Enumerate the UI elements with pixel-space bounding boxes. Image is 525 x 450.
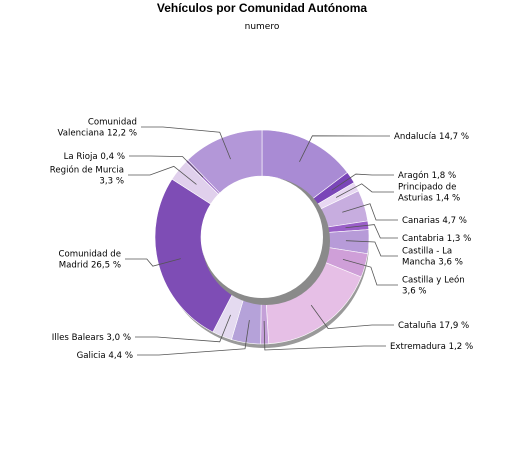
label-castilla-y-leon: Castilla y León 3,6 % — [402, 275, 465, 297]
leader-line-comunidad-de-madrid — [125, 258, 181, 267]
leader-line-comunidad-valenciana — [141, 126, 231, 160]
leader-line-castilla-la-mancha — [345, 240, 398, 257]
label-line: Comunidad — [88, 118, 137, 128]
label-line: 3,6 % — [402, 287, 427, 297]
leader-line-cantabria — [345, 224, 398, 239]
label-line: 3,3 % — [99, 177, 124, 187]
label-aragon: Aragón 1,8 % — [398, 170, 456, 181]
label-cantabria: Cantabria 1,3 % — [402, 234, 471, 244]
label-line: Región de Murcia — [50, 165, 124, 176]
label-line: Castilla - La — [402, 247, 452, 257]
label-andalucia: Andalucía 14,7 % — [394, 132, 469, 142]
leader-line-principado-de-asturias — [335, 183, 394, 198]
label-line: Mancha 3,6 % — [402, 258, 463, 268]
label-line: Aragón 1,8 % — [398, 170, 456, 181]
label-cataluna: Cataluña 17,9 % — [398, 321, 469, 331]
label-line: Galicia 4,4 % — [77, 351, 133, 361]
label-line: Cantabria 1,3 % — [402, 234, 471, 244]
leader-line-cataluna — [310, 304, 394, 330]
label-line: Valenciana 12,2 % — [58, 129, 137, 139]
leader-line-aragon — [331, 173, 394, 191]
label-comunidad-valenciana: Comunidad Valenciana 12,2 % — [58, 118, 137, 139]
label-line: Illes Balears 3,0 % — [52, 333, 131, 343]
label-galicia: Galicia 4,4 % — [77, 351, 133, 361]
label-principado-de-asturias: Principado de Asturias 1,4 % — [398, 183, 460, 204]
label-line: Madrid 26,5 % — [59, 261, 121, 271]
leader-line-la-rioja — [129, 155, 204, 178]
leader-line-andalucia — [299, 135, 390, 162]
donut-slices — [154, 129, 370, 345]
chart-subtitle: numero — [245, 22, 280, 32]
label-line: Comunidad de — [58, 250, 121, 260]
label-line: Cataluña 17,9 % — [398, 321, 469, 331]
label-line: Extremadura 1,2 % — [390, 342, 473, 352]
label-line: Andalucía 14,7 % — [394, 132, 469, 142]
leader-line-castilla-y-leon — [342, 259, 398, 286]
label-line: Castilla y León — [402, 275, 465, 286]
label-illes-balears: Illes Balears 3,0 % — [52, 333, 131, 343]
leader-lines — [125, 126, 398, 356]
label-line: Principado de — [398, 183, 456, 193]
label-line: Asturias 1,4 % — [398, 194, 460, 204]
leader-line-region-de-murcia — [128, 165, 197, 185]
label-extremadura: Extremadura 1,2 % — [390, 342, 473, 352]
label-line: La Rioja 0,4 % — [64, 152, 125, 162]
label-castilla-la-mancha: Castilla - La Mancha 3,6 % — [402, 247, 463, 268]
label-line: Canarias 4,7 % — [402, 216, 467, 226]
leader-line-illes-balears — [135, 314, 231, 343]
label-region-de-murcia: Región de Murcia 3,3 % — [50, 165, 124, 187]
donut-hole — [201, 176, 323, 298]
label-canarias: Canarias 4,7 % — [402, 216, 467, 226]
leader-line-galicia — [137, 319, 250, 356]
label-comunidad-de-madrid: Comunidad de Madrid 26,5 % — [58, 250, 121, 271]
leader-line-extremadura — [263, 320, 386, 351]
leader-line-canarias — [342, 203, 398, 221]
label-la-rioja: La Rioja 0,4 % — [64, 152, 125, 162]
slice-comunidad-valenciana — [187, 129, 263, 194]
chart-title: Vehículos por Comunidad Autónoma — [157, 1, 368, 15]
slice-labels: Andalucía 14,7 % Aragón 1,8 % Principado d… — [50, 118, 473, 362]
